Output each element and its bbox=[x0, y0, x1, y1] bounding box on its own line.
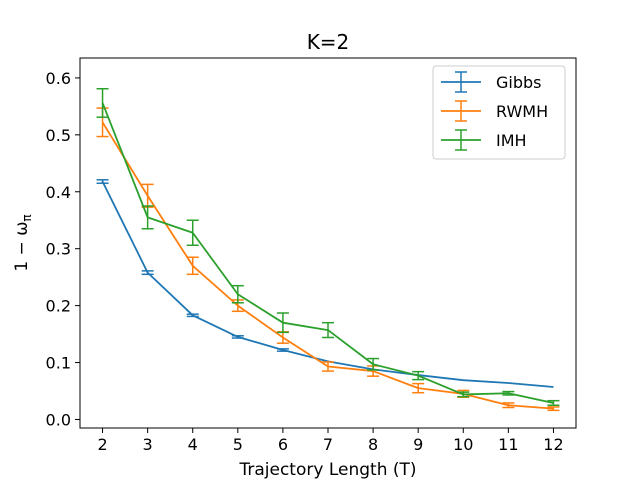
y-axis-label: 1 − ωπ bbox=[12, 214, 34, 271]
x-tick-label: 11 bbox=[498, 435, 518, 454]
y-axis-label-main: 1 − ω bbox=[12, 222, 32, 272]
series-layer bbox=[96, 87, 560, 412]
x-tick-label: 4 bbox=[188, 435, 198, 454]
y-tick-label: 0.3 bbox=[46, 240, 71, 259]
x-tick-label: 7 bbox=[323, 435, 333, 454]
y-tick-label: 0.6 bbox=[46, 69, 71, 88]
x-axis: 2 3 4 5 6 7 8 9 10 11 12 bbox=[97, 428, 564, 454]
y-tick-label: 0.1 bbox=[46, 354, 71, 373]
x-tick-label: 9 bbox=[413, 435, 423, 454]
y-tick-label: 0.0 bbox=[46, 410, 71, 429]
y-axis: 0.0 0.1 0.2 0.3 0.4 0.5 0.6 bbox=[46, 69, 80, 429]
x-tick-label: 8 bbox=[368, 435, 378, 454]
y-tick-label: 0.5 bbox=[46, 126, 71, 145]
series-rwmh bbox=[96, 107, 560, 412]
x-axis-label: Trajectory Length (T) bbox=[238, 460, 416, 480]
x-tick-label: 12 bbox=[543, 435, 563, 454]
x-tick-label: 5 bbox=[233, 435, 243, 454]
legend-item-gibbs: Gibbs bbox=[441, 71, 542, 93]
x-tick-label: 10 bbox=[453, 435, 473, 454]
x-tick-label: 2 bbox=[97, 435, 107, 454]
chart-title: K=2 bbox=[307, 30, 350, 54]
x-tick-label: 3 bbox=[143, 435, 153, 454]
y-axis-label-sub: π bbox=[20, 214, 34, 221]
series-line bbox=[101, 102, 554, 404]
legend-frame bbox=[432, 65, 566, 160]
y-tick-label: 0.2 bbox=[46, 297, 71, 316]
legend-label: RWMH bbox=[496, 102, 548, 121]
series-line bbox=[101, 181, 554, 388]
legend-label: IMH bbox=[496, 131, 527, 150]
legend-item-imh: IMH bbox=[441, 129, 527, 151]
series-gibbs bbox=[96, 179, 554, 388]
legend-item-rwmh: RWMH bbox=[441, 100, 548, 122]
legend: Gibbs RWMH IMH bbox=[432, 65, 566, 160]
x-tick-label: 6 bbox=[278, 435, 288, 454]
legend-label: Gibbs bbox=[496, 73, 542, 92]
series-imh bbox=[96, 87, 560, 406]
series-line bbox=[101, 121, 554, 410]
y-tick-label: 0.4 bbox=[46, 183, 71, 202]
